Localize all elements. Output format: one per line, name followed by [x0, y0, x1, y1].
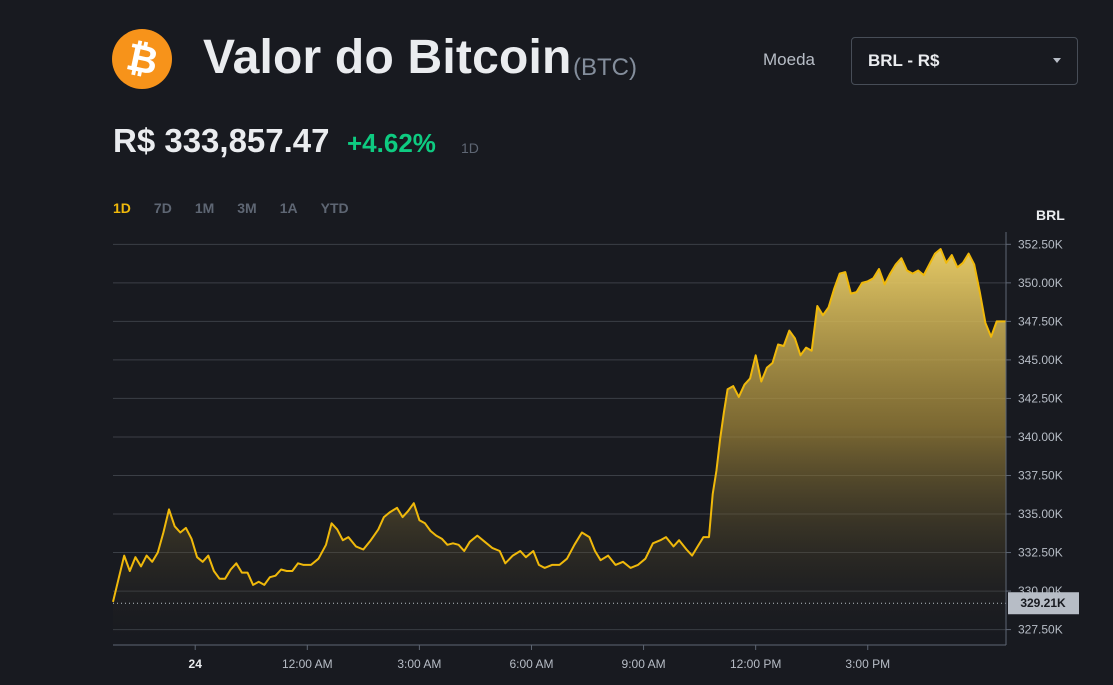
currency-label: Moeda: [763, 50, 815, 69]
y-tick-label: 342.50K: [1018, 391, 1063, 405]
change-period: 1D: [461, 140, 479, 156]
x-tick-label: 24: [189, 657, 203, 671]
reference-badge: [1008, 592, 1079, 615]
chevron-down-icon: [1053, 58, 1061, 63]
y-tick-label: 332.50K: [1018, 546, 1063, 560]
tab-3m[interactable]: 3M: [237, 200, 257, 216]
x-tick-label: 3:00 AM: [397, 657, 441, 671]
y-axis-currency-label: BRL: [1036, 207, 1065, 223]
reference-layer: 329.21K: [113, 592, 1079, 615]
tab-1a[interactable]: 1A: [279, 200, 298, 216]
y-tick-label: 335.00K: [1018, 507, 1063, 521]
y-tick-label: 345.00K: [1018, 353, 1063, 367]
tab-ytd[interactable]: YTD: [320, 200, 349, 216]
price-change: +4.62%: [347, 128, 436, 158]
current-price: R$ 333,857.47: [113, 122, 330, 159]
y-tick-label: 350.00K: [1018, 276, 1063, 290]
currency-select-value: BRL - R$: [868, 51, 940, 70]
bitcoin-logo: ₿: [112, 29, 172, 89]
y-tick-label: 347.50K: [1018, 314, 1063, 328]
x-tick-label: 12:00 AM: [282, 657, 333, 671]
reference-label: 329.21K: [1020, 596, 1066, 610]
page-title: Valor do Bitcoin: [203, 31, 572, 84]
tab-1m[interactable]: 1M: [194, 200, 215, 216]
period-tabs: 1D 7D 1M 3M 1A YTD: [113, 200, 372, 216]
x-tick-label: 3:00 PM: [845, 657, 890, 671]
y-tick-label: 337.50K: [1018, 468, 1063, 482]
y-tick-label: 327.50K: [1018, 623, 1063, 637]
chart-area: [112, 248, 1006, 645]
price-area-fill: [113, 249, 1006, 645]
x-tick-label: 6:00 AM: [509, 657, 553, 671]
y-tick-label: 330.00K: [1018, 584, 1063, 598]
price-line: [112, 248, 1006, 603]
x-tick-label: 9:00 AM: [622, 657, 666, 671]
tab-1d[interactable]: 1D: [113, 200, 131, 216]
x-tick-label: 12:00 PM: [730, 657, 781, 671]
ticker-symbol: (BTC): [573, 54, 637, 81]
tab-7d[interactable]: 7D: [153, 200, 172, 216]
currency-select[interactable]: BRL - R$: [851, 37, 1078, 85]
chart-axes: 327.50K 330.00K 332.50K 335.00K 337.50K 340.0…: [113, 232, 1063, 671]
y-tick-label: 340.00K: [1018, 430, 1063, 444]
y-tick-label: 352.50K: [1018, 237, 1063, 251]
